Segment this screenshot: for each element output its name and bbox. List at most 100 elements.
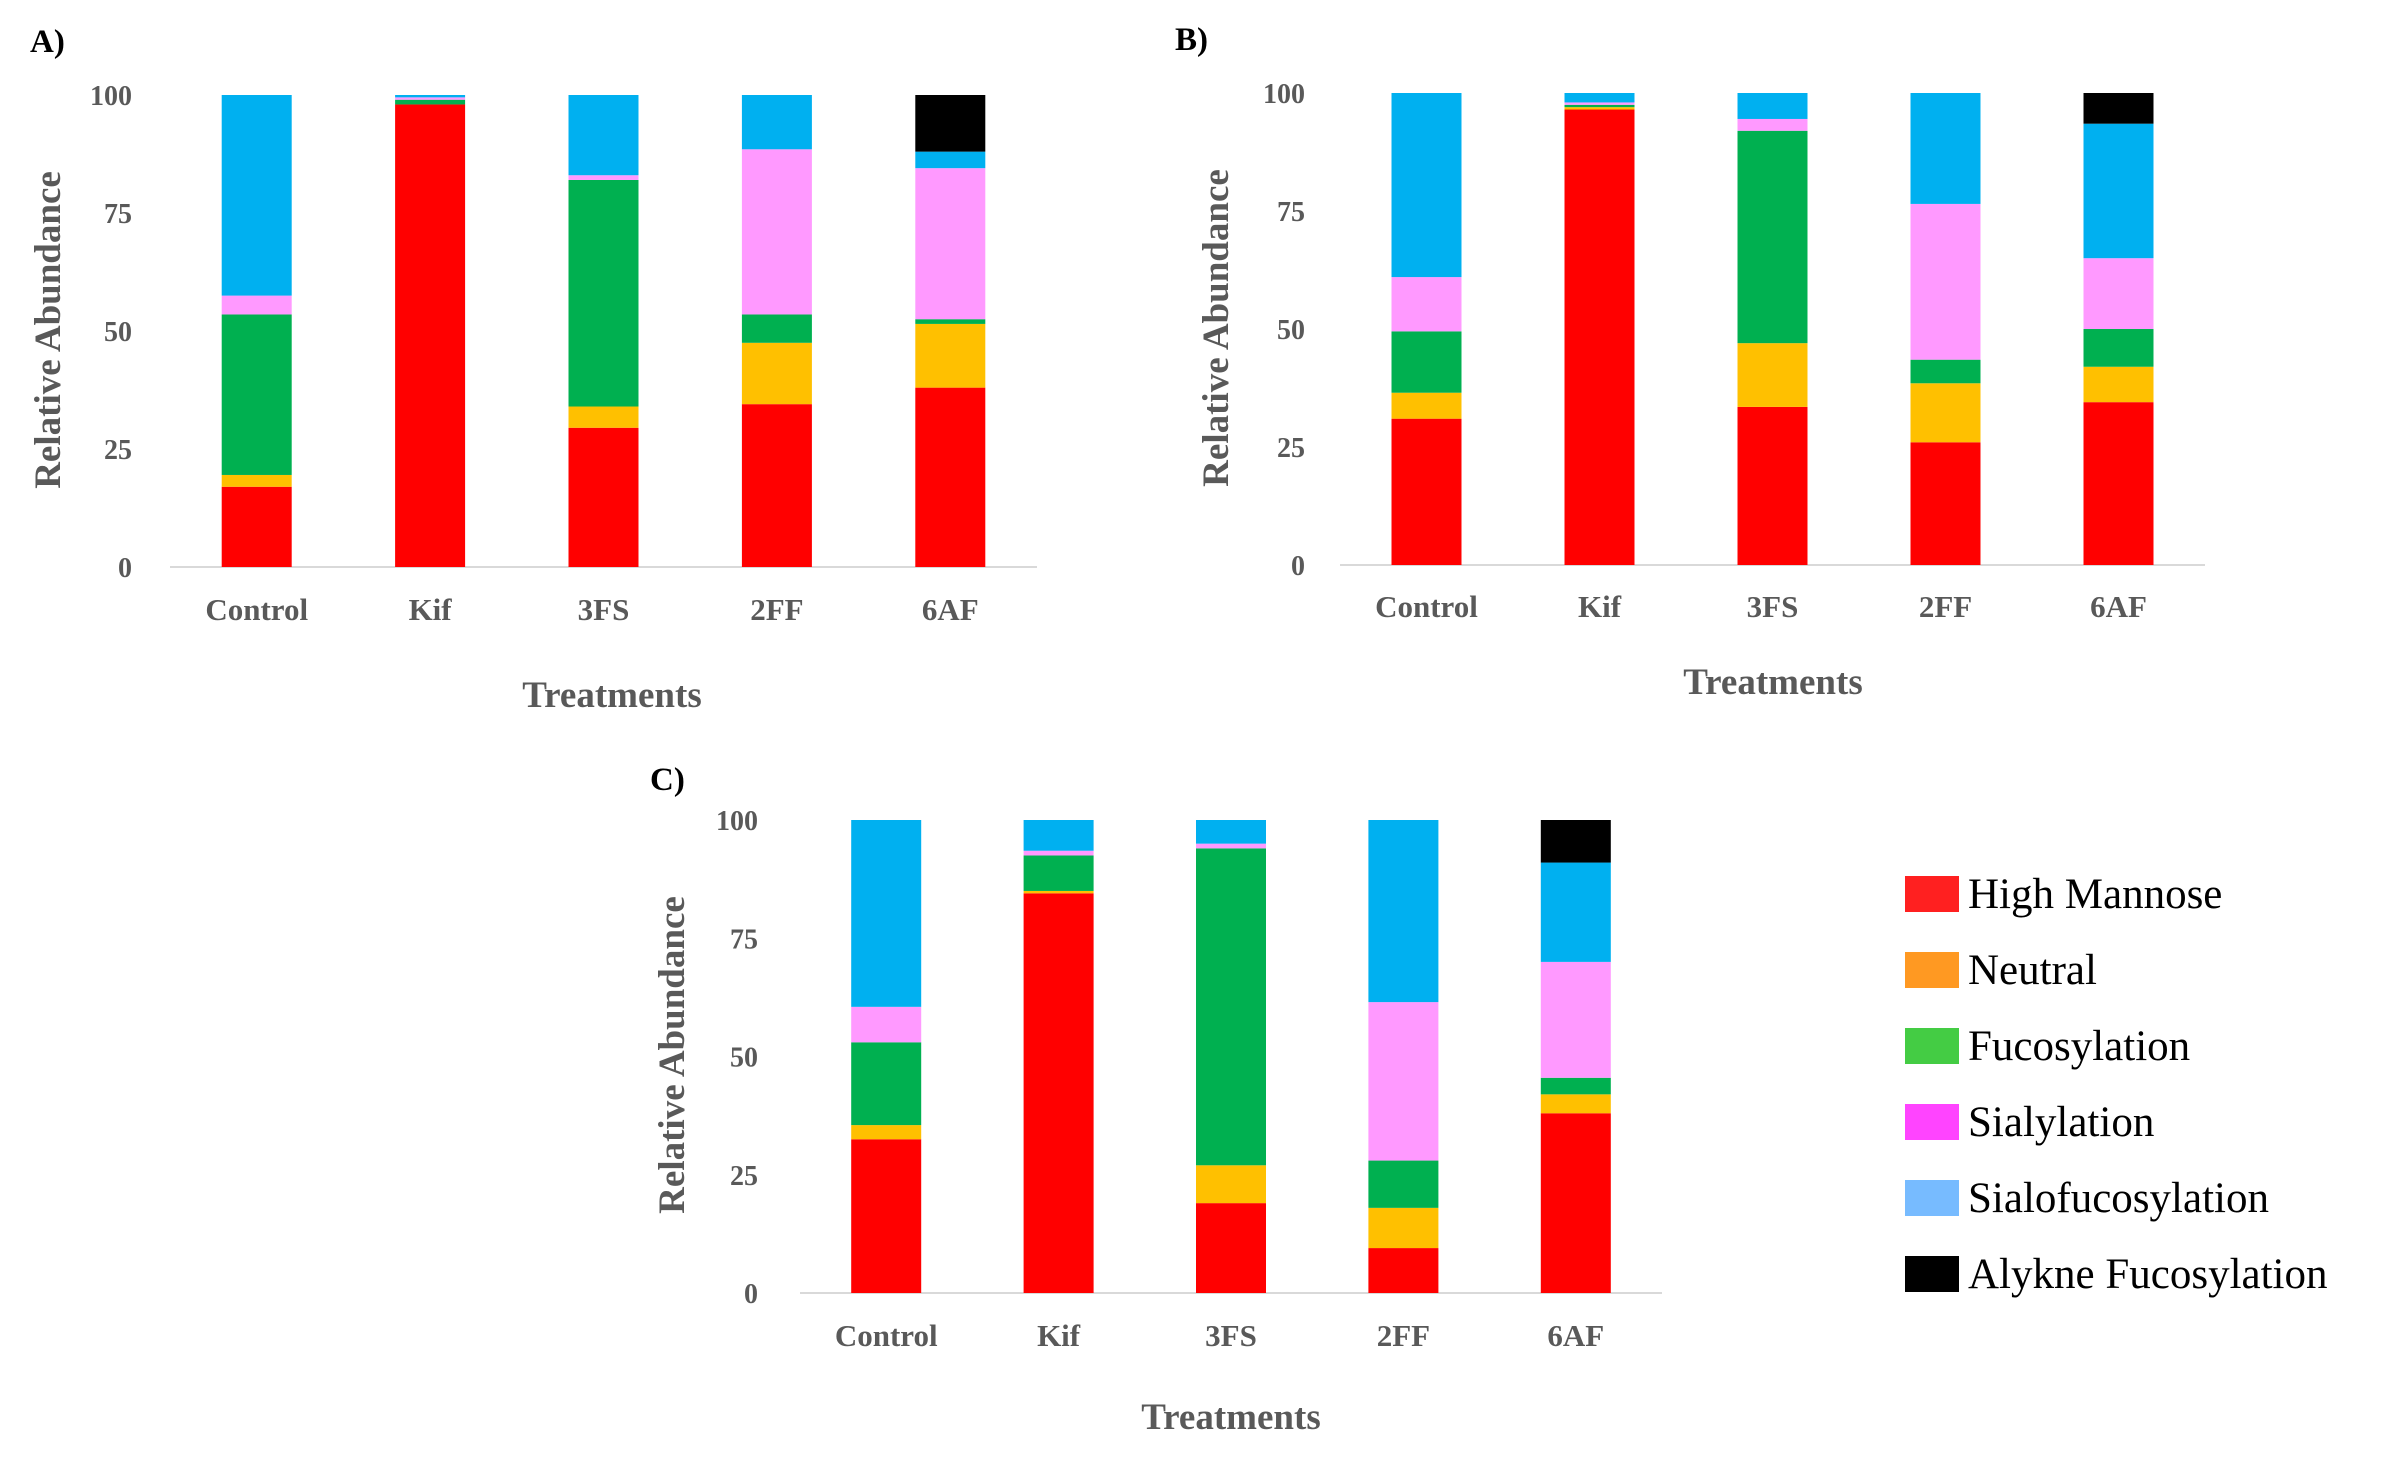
bar-segment-high-mannose — [915, 387, 986, 567]
y-tick-label: 0 — [1291, 551, 1305, 582]
bar-segment-neutral — [1023, 890, 1094, 894]
y-tick-label: 25 — [1277, 433, 1305, 464]
y-axis-title: Relative Abundance — [28, 171, 69, 489]
bar-segment-alykne-fucosylation — [915, 95, 986, 152]
bar-segment-sialofucosylation — [395, 95, 466, 98]
y-axis-title: Relative Abundance — [652, 896, 693, 1214]
y-tick-label: 50 — [104, 317, 132, 348]
y-tick-label: 100 — [716, 806, 758, 837]
bar-segment-high-mannose — [1540, 1113, 1611, 1293]
bar-segment-sialofucosylation — [1368, 820, 1439, 1003]
legend-label: Neutral — [1968, 947, 2097, 994]
bar-segment-sialofucosylation — [1023, 820, 1094, 851]
chart-panel-a: A) 0 25 50 75 100 Control Kif 3FS 2FF 6AF Treatm… — [28, 24, 1037, 716]
bar-segment-fucosylation — [1368, 1160, 1439, 1208]
bar-segment-sialofucosylation — [2083, 123, 2154, 259]
x-tick-label: 3FS — [1747, 589, 1799, 624]
x-tick-label: Control — [1375, 589, 1478, 624]
legend-swatch-sialylation — [1905, 1104, 1959, 1140]
bar-segment-neutral — [1910, 383, 1981, 443]
bar-segment-fucosylation — [2083, 329, 2154, 367]
bar-segment-alykne-fucosylation — [2083, 93, 2154, 124]
bar-segment-neutral — [568, 406, 639, 428]
bar-segment-neutral — [1737, 343, 1808, 407]
y-tick-label: 25 — [730, 1161, 758, 1192]
bar-segment-alykne-fucosylation — [1540, 820, 1611, 863]
x-tick-label: Control — [205, 592, 308, 627]
bar-segment-neutral — [1196, 1165, 1266, 1204]
x-tick-label: 6AF — [2090, 589, 2147, 624]
bar-segment-neutral — [1368, 1207, 1439, 1249]
legend-swatch-sialofucosylation — [1905, 1180, 1959, 1216]
bar-segment-sialylation — [221, 295, 292, 315]
bar-segment-high-mannose — [1564, 109, 1635, 566]
bar-segment-sialylation — [1910, 203, 1981, 360]
bar-segment-neutral — [1564, 107, 1635, 110]
bar-segment-sialofucosylation — [1540, 862, 1611, 962]
bar-segment-neutral — [741, 342, 812, 405]
x-tick-label: 2FF — [1377, 1318, 1430, 1353]
bar-segment-fucosylation — [568, 179, 639, 407]
bar-segment-sialofucosylation — [741, 95, 812, 150]
bar-segment-high-mannose — [1391, 418, 1462, 565]
bar-segment-high-mannose — [1023, 893, 1094, 1293]
legend-swatch-fucosylation — [1905, 1028, 1959, 1064]
panel-label: B) — [1175, 22, 1208, 58]
legend-swatch-high-mannose — [1905, 876, 1959, 912]
y-tick-label: 0 — [118, 553, 132, 584]
y-tick-label: 25 — [104, 435, 132, 466]
bar-segment-fucosylation — [1910, 359, 1981, 384]
x-tick-label: 3FS — [1205, 1318, 1257, 1353]
bar-segment-high-mannose — [568, 427, 639, 567]
chart-legend: High Mannose Neutral Fucosylation Sialylati… — [1905, 871, 2328, 1298]
x-tick-label: 6AF — [922, 592, 979, 627]
bar-segment-high-mannose — [395, 104, 466, 567]
bar-segment-fucosylation — [1540, 1077, 1611, 1095]
bar-segment-high-mannose — [741, 404, 812, 567]
bar-segment-sialylation — [1023, 850, 1094, 856]
bar-segment-neutral — [915, 323, 986, 388]
bar-segment-neutral — [221, 474, 292, 487]
bar-segment-sialylation — [1391, 277, 1462, 332]
y-axis-title: Relative Abundance — [1196, 169, 1237, 487]
bar-segment-sialylation — [1564, 102, 1635, 105]
bar-segment-sialofucosylation — [1391, 93, 1462, 278]
y-tick-label: 75 — [730, 924, 758, 955]
bar-segment-neutral — [2083, 366, 2154, 403]
bar-segment-high-mannose — [221, 486, 292, 567]
bar-segment-fucosylation — [1564, 104, 1635, 108]
bar-segment-sialylation — [851, 1006, 922, 1043]
x-axis-title: Treatments — [1683, 662, 1862, 703]
bar-segment-neutral — [1540, 1094, 1611, 1114]
bar-segment-high-mannose — [1737, 406, 1808, 565]
bar-segment-high-mannose — [1196, 1203, 1266, 1293]
bar-segment-fucosylation — [1737, 130, 1808, 344]
bar-segment-fucosylation — [1196, 848, 1266, 1166]
y-tick-label: 75 — [1277, 197, 1305, 228]
panel-label: C) — [650, 762, 685, 798]
bar-segment-high-mannose — [2083, 402, 2154, 565]
bar-segment-sialylation — [741, 149, 812, 315]
x-tick-label: 6AF — [1547, 1318, 1604, 1353]
bar-segment-high-mannose — [851, 1139, 922, 1293]
legend-swatch-neutral — [1905, 952, 1959, 988]
legend-label: High Mannose — [1968, 871, 2222, 918]
x-tick-label: 3FS — [578, 592, 630, 627]
bar-segment-fucosylation — [851, 1042, 922, 1126]
bar-segment-neutral — [851, 1125, 922, 1140]
y-tick-label: 75 — [104, 199, 132, 230]
bar-segment-fucosylation — [221, 314, 292, 475]
legend-label: Sialylation — [1968, 1099, 2154, 1146]
bar-segment-sialylation — [1737, 118, 1808, 131]
bar-segment-sialylation — [915, 168, 986, 320]
bar-segment-fucosylation — [1391, 331, 1462, 393]
bar-segment-sialofucosylation — [915, 151, 986, 169]
bar-segment-sialofucosylation — [1196, 820, 1266, 844]
bar-segment-sialylation — [1196, 843, 1266, 849]
bar-segment-sialylation — [1368, 1002, 1439, 1161]
legend-swatch-alykne-fucosylation — [1905, 1256, 1959, 1292]
bar-segment-fucosylation — [1023, 855, 1094, 891]
x-tick-label: Control — [835, 1318, 938, 1353]
